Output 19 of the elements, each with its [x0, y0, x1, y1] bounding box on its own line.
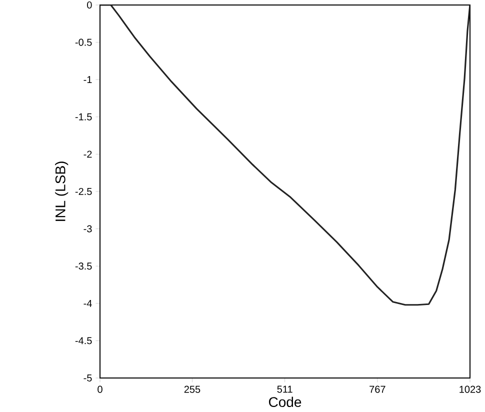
y-tick-label: -1.5	[75, 113, 92, 120]
y-axis-title: INL (LSB)	[55, 162, 68, 221]
y-tick-label: -2.5	[75, 188, 92, 196]
y-tick-label: -5	[84, 374, 92, 382]
x-tick-label: 767	[370, 386, 386, 393]
y-tick-label: -4.5	[75, 337, 92, 344]
y-tick-label: 0	[87, 1, 92, 9]
x-tick-label: 255	[184, 386, 200, 393]
y-tick-label: -3	[84, 225, 92, 232]
x-tick-label: 511	[277, 386, 292, 393]
y-tick-label: -1	[84, 76, 92, 84]
y-tick-label: -3.5	[75, 262, 92, 270]
x-axis-title: Code	[268, 396, 302, 408]
y-tick-label: -2	[84, 150, 92, 158]
line-series	[100, 5, 470, 306]
x-tick-label: 1023	[460, 386, 481, 393]
y-tick-label: -0.5	[75, 38, 92, 46]
x-tick-label: 0	[98, 386, 102, 393]
y-tick-label: -4	[84, 300, 92, 307]
